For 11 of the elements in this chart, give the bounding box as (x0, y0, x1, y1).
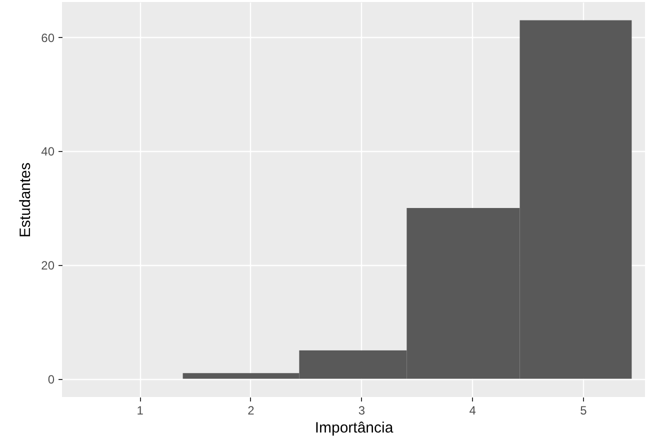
x-tick-label: 4 (469, 404, 476, 418)
y-tick-label: 0 (48, 372, 55, 386)
y-tick-label: 60 (41, 30, 55, 45)
x-tick-label: 2 (248, 404, 255, 418)
x-tick-label: 3 (358, 404, 366, 418)
y-tick-label: 40 (41, 144, 55, 159)
x-tick-label: 5 (580, 404, 588, 418)
y-axis-title: Estudantes (17, 162, 34, 238)
x-tick-label: 1 (136, 404, 144, 418)
x-axis-title: Importância (314, 420, 394, 436)
y-tick-label: 20 (41, 258, 55, 272)
